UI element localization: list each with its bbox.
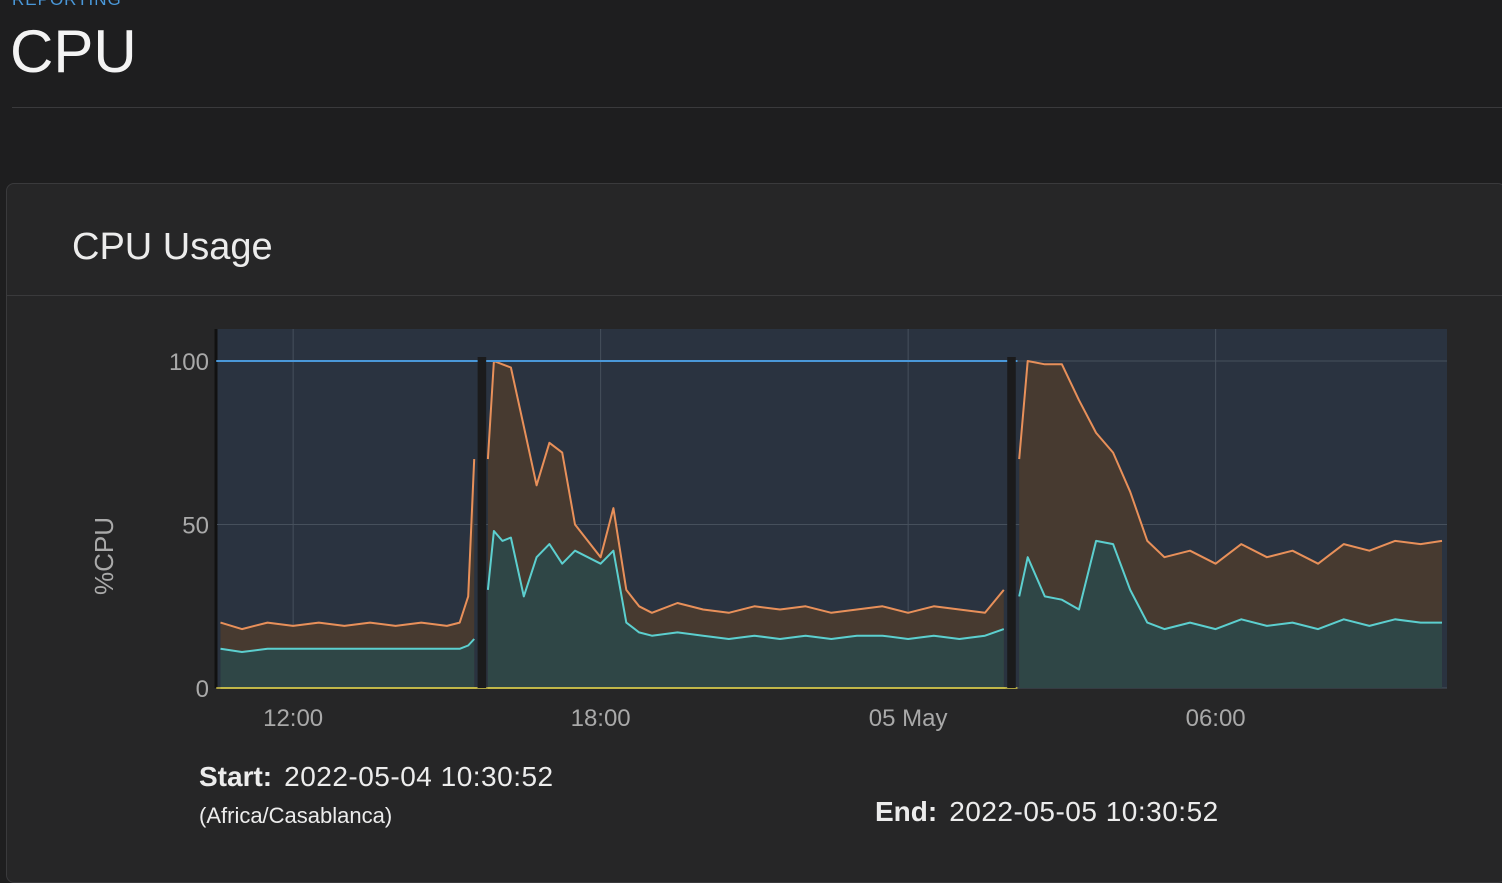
y-axis-label: %CPU (89, 517, 119, 595)
y-tick-label: 0 (196, 676, 209, 703)
card-title: CPU Usage (72, 226, 273, 268)
y-tick-label: 100 (169, 349, 209, 376)
user-series-line (220, 638, 475, 653)
x-tick-label: 18:00 (571, 705, 631, 732)
total-series-area (220, 459, 475, 688)
x-tick-label: 12:00 (263, 705, 323, 732)
y-tick-label: 50 (182, 513, 209, 540)
total-series-line (1018, 360, 1443, 565)
breadcrumb[interactable]: REPORTING (12, 0, 122, 10)
page-title: CPU (10, 18, 137, 85)
start-row: Start: 2022-05-04 10:30:52 (199, 761, 554, 793)
x-tick-label: 05 May (869, 705, 948, 732)
data-gap (477, 357, 487, 688)
start-value: 2022-05-04 10:30:52 (284, 761, 554, 792)
end-label: End: (875, 796, 938, 827)
end-value: 2022-05-05 10:30:52 (949, 796, 1219, 827)
total-series-line (486, 360, 1005, 614)
x-tick-label: 06:00 (1186, 705, 1246, 732)
data-gap (1007, 357, 1016, 688)
card-divider (7, 295, 1502, 296)
end-row: End: 2022-05-05 10:30:52 (875, 796, 1219, 828)
user-series-area (220, 639, 475, 688)
total-series-line (220, 459, 476, 631)
timezone-label: (Africa/Casablanca) (199, 803, 393, 828)
start-label: Start: (199, 761, 273, 792)
user-series-line (486, 530, 1005, 640)
user-series-line (1018, 539, 1442, 631)
header-divider (12, 107, 1502, 108)
